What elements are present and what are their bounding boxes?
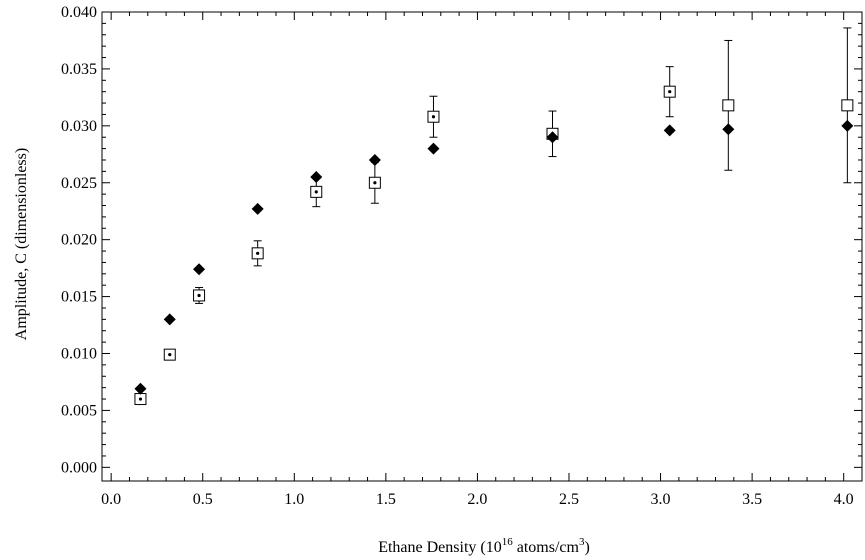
- square-data-point: [663, 66, 676, 118]
- x-axis-label: Ethane Density (1016 atoms/cm3): [378, 536, 590, 556]
- x-axis-label-unit-exponent: 3: [579, 536, 585, 548]
- x-tick-label: 2.0: [467, 491, 487, 508]
- open-square-marker: [841, 99, 854, 112]
- y-axis: 0.000 0.005 0.010 0.015 0.020 0.025 0.030 0.035…: [61, 4, 862, 476]
- diamond-data-point: [134, 382, 147, 395]
- square-data-point: [368, 161, 381, 204]
- diamond-data-point: [841, 119, 854, 132]
- diamond-data-point: [722, 123, 735, 136]
- y-tick-label: 0.010: [61, 346, 97, 363]
- square-data-point: [163, 348, 176, 361]
- diamond-data-point: [368, 153, 381, 166]
- x-axis-label-suffix: ): [584, 539, 589, 556]
- square-data-point: [841, 27, 854, 184]
- x-axis-label-prefix: Ethane Density (10: [378, 539, 502, 556]
- y-tick-label: 0.040: [61, 4, 97, 21]
- square-data-point: [722, 39, 735, 171]
- x-tick-label: 0.0: [101, 491, 121, 508]
- center-dot: [138, 397, 143, 401]
- y-tick-label: 0.015: [61, 289, 97, 306]
- diamond-data-point: [163, 313, 176, 326]
- x-tick-label: 2.5: [559, 491, 579, 508]
- y-tick-label: 0.035: [61, 61, 97, 78]
- diamond-data-point: [546, 131, 559, 144]
- y-tick-label: 0.025: [61, 175, 97, 192]
- x-tick-label: 4.0: [834, 491, 854, 508]
- y-axis-label: Amplitude, C (dimensionless): [13, 148, 30, 340]
- y-tick-label: 0.030: [61, 118, 97, 135]
- x-tick-label: 1.0: [284, 491, 304, 508]
- x-tick-label: 3.5: [742, 491, 762, 508]
- x-tick-label: 0.5: [193, 491, 213, 508]
- diamond-data-point: [251, 202, 264, 215]
- x-axis-label-unit: atoms/cm: [513, 539, 580, 556]
- x-tick-label: 3.0: [651, 491, 671, 508]
- x-axis: 0.0 0.5 1.0 1.5 2.0 2.5 3.0 3.5 4.0: [101, 12, 854, 508]
- x-axis-label-exponent: 16: [502, 536, 514, 548]
- y-tick-label: 0.005: [61, 402, 97, 419]
- open-square-marker: [722, 99, 735, 112]
- square-data-point: [251, 240, 264, 267]
- center-dot: [373, 181, 377, 185]
- diamond-data-point: [193, 263, 206, 276]
- center-dot: [431, 115, 436, 119]
- diamond-data-point: [427, 142, 440, 155]
- data-points: [134, 27, 854, 406]
- square-data-point: [134, 393, 147, 406]
- center-dot: [197, 293, 201, 298]
- center-dot: [168, 353, 172, 357]
- x-tick-label: 1.5: [376, 491, 396, 508]
- center-dot: [314, 190, 318, 194]
- diamond-data-point: [663, 124, 676, 137]
- center-dot: [668, 90, 672, 94]
- y-tick-label: 0.020: [61, 232, 97, 249]
- diamond-data-point: [310, 171, 323, 184]
- square-data-point: [193, 286, 206, 304]
- plot-frame: [101, 11, 863, 482]
- plot-border: [101, 11, 863, 482]
- square-data-point: [427, 95, 440, 138]
- center-dot: [256, 251, 260, 255]
- y-tick-label: 0.000: [61, 459, 97, 476]
